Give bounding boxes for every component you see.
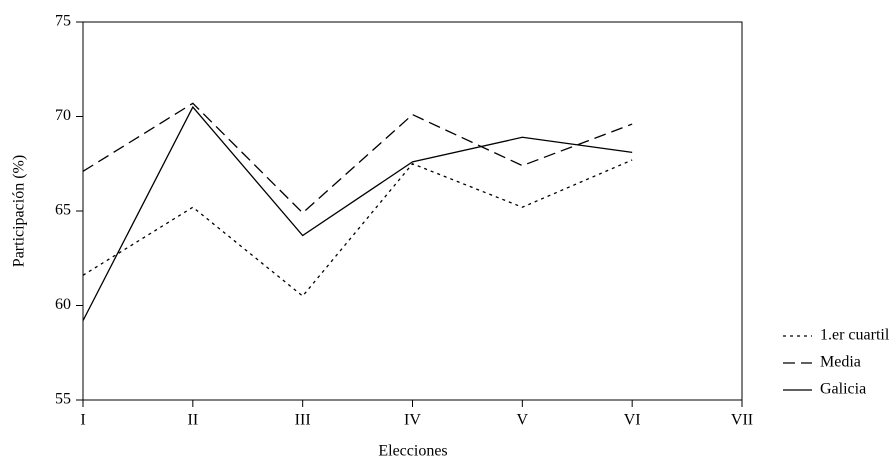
y-tick-label: 55: [55, 391, 71, 408]
legend-label: 1.er cuartil: [820, 327, 890, 344]
x-tick-label: III: [295, 412, 311, 429]
x-tick-label: VI: [624, 412, 641, 429]
series-line: [82, 105, 633, 321]
x-tick-label: V: [517, 412, 529, 429]
y-tick-label: 60: [55, 296, 71, 313]
plot-frame: [82, 21, 743, 401]
x-tick-label: II: [188, 412, 199, 429]
series-line: [82, 159, 633, 297]
x-tick-label: IV: [404, 412, 421, 429]
y-tick-label: 75: [55, 13, 71, 30]
y-axis-label: Participación (%): [11, 155, 28, 267]
x-tick-label: VII: [731, 412, 753, 429]
series-line: [82, 102, 633, 214]
y-tick-label: 65: [55, 202, 71, 219]
y-tick-label: 70: [55, 107, 71, 124]
legend-label: Media: [820, 354, 861, 371]
x-tick-label: I: [80, 412, 85, 429]
legend-label: Galicia: [820, 381, 866, 398]
x-axis-label: Elecciones: [378, 443, 447, 460]
